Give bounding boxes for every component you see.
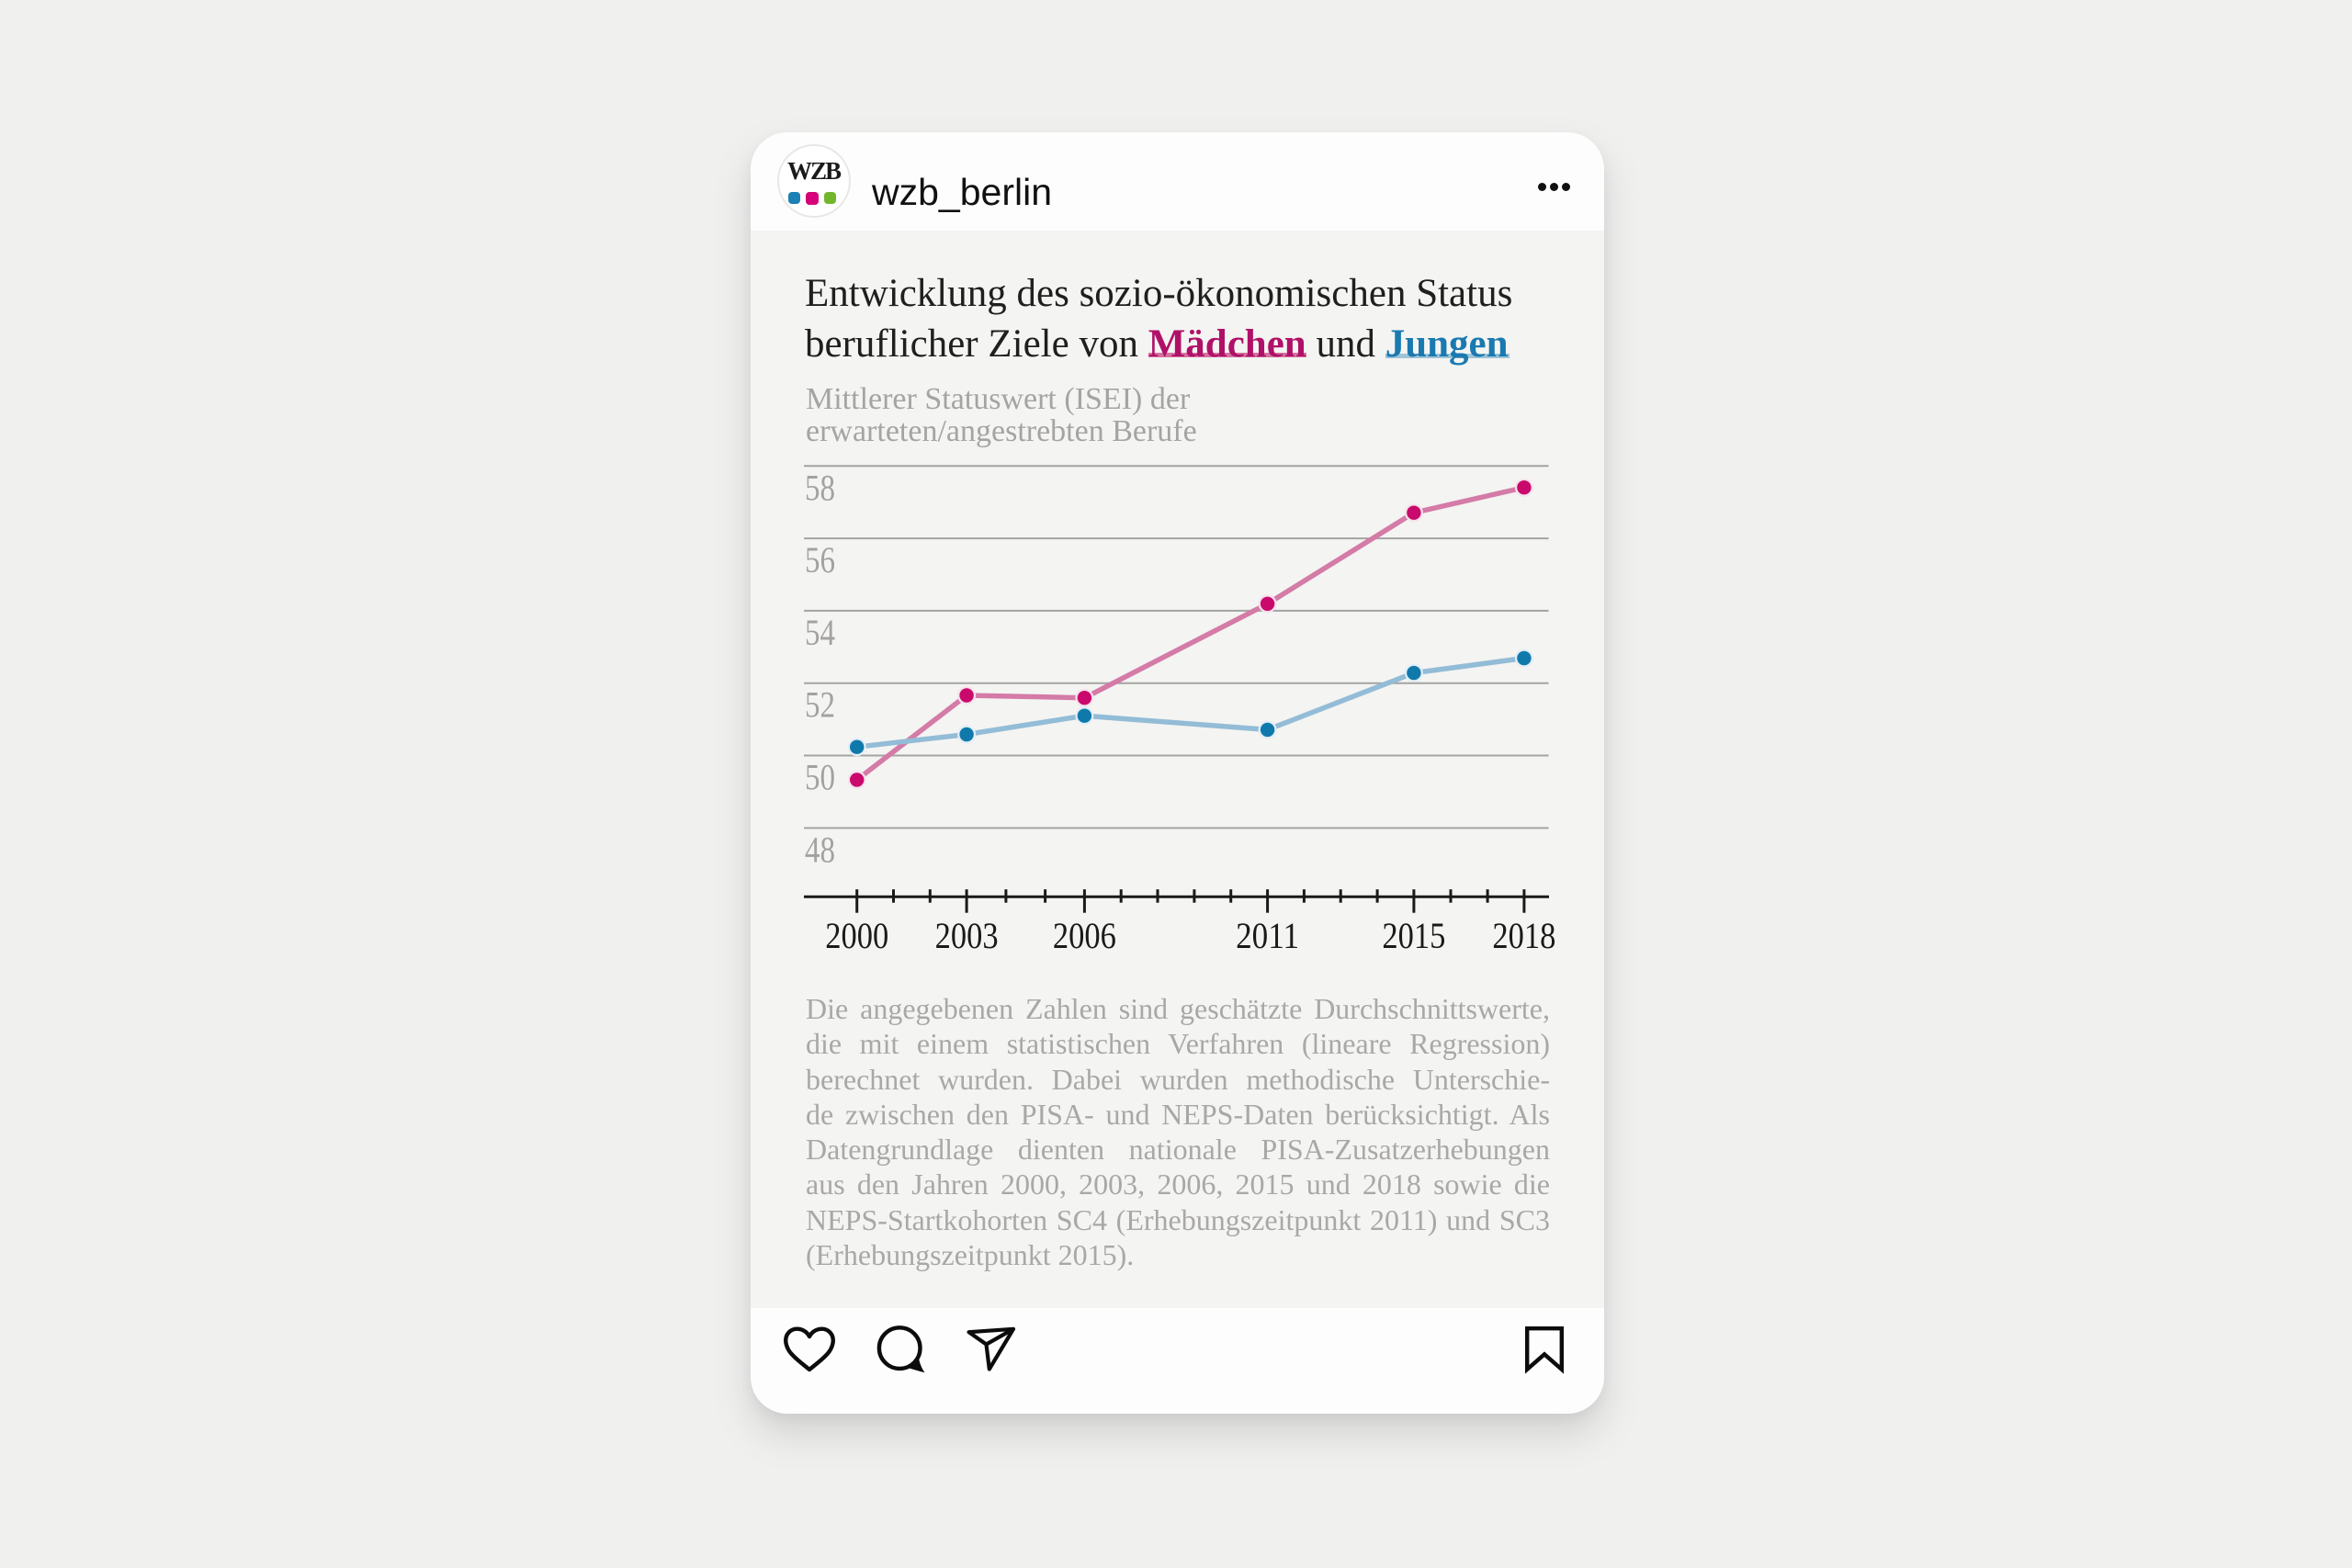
svg-text:54: 54 xyxy=(805,612,835,653)
svg-text:2015: 2015 xyxy=(1382,915,1445,956)
svg-text:2006: 2006 xyxy=(1053,915,1116,956)
svg-text:50: 50 xyxy=(805,757,835,798)
svg-text:2003: 2003 xyxy=(935,915,999,956)
svg-text:2011: 2011 xyxy=(1236,915,1299,956)
svg-text:56: 56 xyxy=(805,539,835,581)
svg-text:2018: 2018 xyxy=(1492,915,1555,956)
svg-text:58: 58 xyxy=(805,467,835,508)
svg-text:52: 52 xyxy=(805,684,835,726)
svg-text:2000: 2000 xyxy=(825,915,888,956)
svg-text:48: 48 xyxy=(805,829,835,870)
